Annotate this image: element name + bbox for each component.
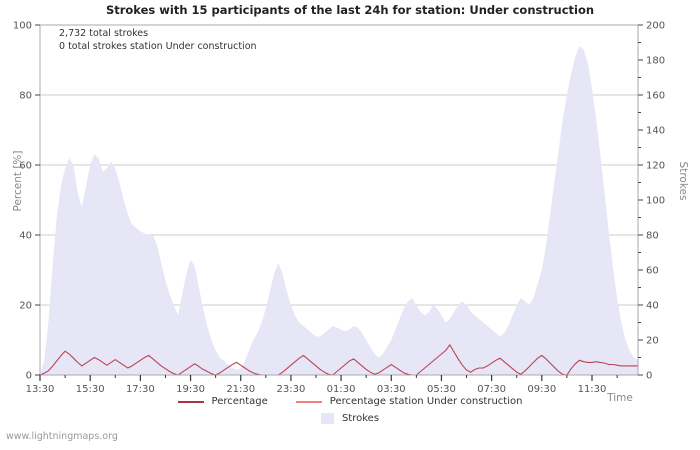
- y-tick-label-left: 60: [19, 161, 32, 172]
- x-axis-label: Time: [607, 392, 633, 404]
- x-tick-label: 15:30: [76, 384, 105, 395]
- legend-item-percentage[interactable]: Percentage: [177, 396, 268, 407]
- legend-row-area: Strokes: [0, 410, 700, 427]
- legend-label-percentage-station: Percentage station Under construction: [329, 396, 523, 407]
- y-tick-label-right: 100: [646, 196, 665, 207]
- x-tick-label: 07:30: [477, 384, 506, 395]
- legend-label-strokes: Strokes: [341, 413, 380, 424]
- series-line-percentage: [39, 343, 638, 376]
- y-tick-label-right: 200: [646, 21, 665, 32]
- annotation-station-strokes: 0 total strokes station Under constructi…: [59, 41, 257, 52]
- y-tick-label-right: 80: [646, 231, 659, 242]
- y-tick-label-right: 0: [646, 371, 652, 382]
- x-tick-label: 17:30: [126, 384, 155, 395]
- chart-legend: Percentage Percentage station Under cons…: [0, 393, 700, 427]
- series-area-strokes: [40, 46, 638, 375]
- x-tick-label: 05:30: [427, 384, 456, 395]
- legend-item-strokes[interactable]: Strokes: [320, 413, 380, 424]
- footer-attribution: www.lightningmaps.org: [6, 431, 118, 442]
- legend-label-percentage: Percentage: [211, 396, 268, 407]
- y-tick-label-right: 20: [646, 336, 659, 347]
- legend-swatch-line-icon: [177, 400, 204, 403]
- legend-row-lines: Percentage Percentage station Under cons…: [0, 393, 700, 410]
- x-tick-label: 09:30: [527, 384, 556, 395]
- x-tick-label: 03:30: [377, 384, 406, 395]
- y-tick-label-right: 160: [646, 91, 665, 102]
- y-axis-label-left: Percent [%]: [12, 150, 24, 212]
- y-tick-label-left: 80: [19, 91, 32, 102]
- legend-swatch-box-icon: [320, 413, 334, 424]
- x-tick-label: 13:30: [26, 384, 55, 395]
- y-tick-label-right: 40: [646, 301, 659, 312]
- y-tick-label-left: 100: [13, 21, 32, 32]
- x-tick-label: 11:30: [578, 384, 607, 395]
- legend-swatch-line-icon: [295, 400, 322, 403]
- y-tick-label-right: 60: [646, 266, 659, 277]
- y-tick-label-left: 40: [19, 231, 32, 242]
- y-tick-label-right: 140: [646, 126, 665, 137]
- x-tick-label: 01:30: [327, 384, 356, 395]
- chart-title: Strokes with 15 participants of the last…: [105, 3, 595, 17]
- x-tick-label: 21:30: [226, 384, 255, 395]
- y-tick-label-right: 180: [646, 56, 665, 67]
- y-tick-label-right: 120: [646, 161, 665, 172]
- x-tick-label: 19:30: [176, 384, 205, 395]
- y-tick-label-left: 20: [19, 301, 32, 312]
- legend-item-percentage-station[interactable]: Percentage station Under construction: [295, 396, 523, 407]
- x-tick-label: 23:30: [276, 384, 305, 395]
- y-axis-label-right: Strokes: [677, 161, 689, 201]
- y-tick-label-left: 0: [26, 371, 32, 382]
- annotation-total-strokes: 2,732 total strokes: [59, 28, 149, 39]
